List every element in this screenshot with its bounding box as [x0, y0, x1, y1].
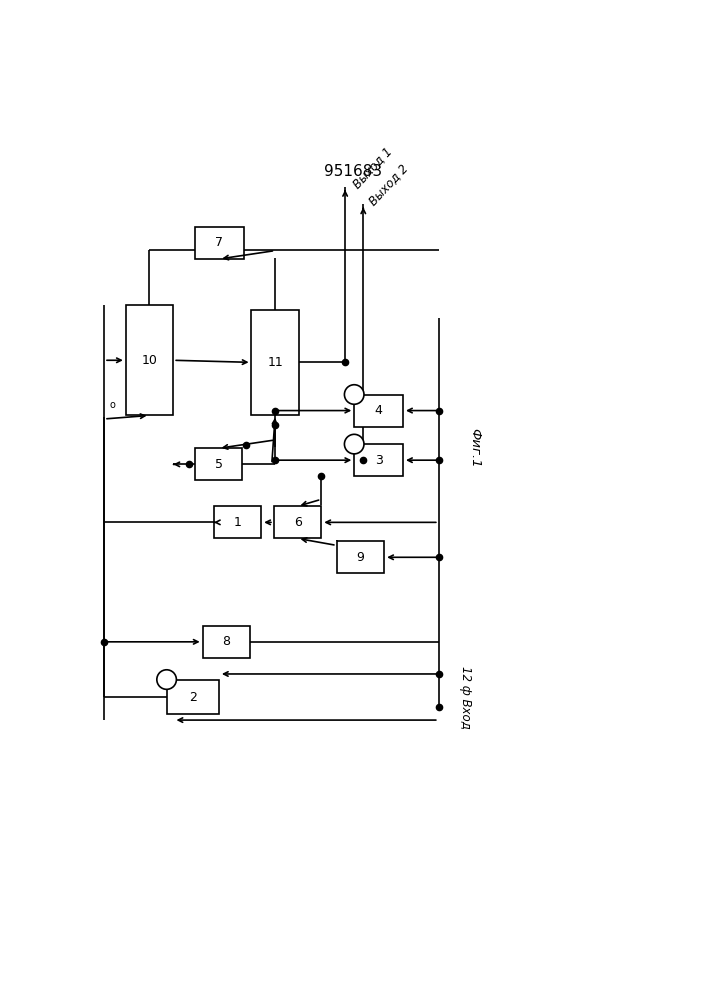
Bar: [252, 310, 299, 415]
Text: o: o: [110, 400, 115, 410]
Text: 10: 10: [141, 354, 158, 367]
Bar: [195, 448, 243, 480]
Bar: [337, 541, 384, 573]
Bar: [214, 506, 262, 538]
Bar: [354, 395, 403, 427]
Bar: [274, 506, 322, 538]
Text: Фиг.1: Фиг.1: [468, 428, 481, 467]
Bar: [126, 305, 173, 415]
Text: 2: 2: [189, 691, 197, 704]
Text: 6: 6: [293, 516, 302, 529]
Circle shape: [344, 385, 364, 404]
Bar: [167, 680, 219, 714]
Bar: [195, 227, 244, 259]
Text: 951683: 951683: [325, 164, 382, 179]
Text: 8: 8: [222, 635, 230, 648]
Text: 11: 11: [267, 356, 283, 369]
Circle shape: [157, 670, 176, 689]
Text: 5: 5: [215, 458, 223, 471]
Text: 7: 7: [216, 236, 223, 249]
Text: 3: 3: [375, 454, 382, 467]
Bar: [354, 444, 403, 476]
Text: 9: 9: [356, 551, 364, 564]
Text: Выход 2: Выход 2: [367, 162, 411, 208]
Bar: [203, 626, 250, 658]
Text: 4: 4: [375, 404, 382, 417]
Circle shape: [344, 434, 364, 454]
Text: 1: 1: [233, 516, 242, 529]
Text: Выход 1: Выход 1: [351, 144, 395, 190]
Text: 12 ф Вход: 12 ф Вход: [459, 666, 472, 728]
